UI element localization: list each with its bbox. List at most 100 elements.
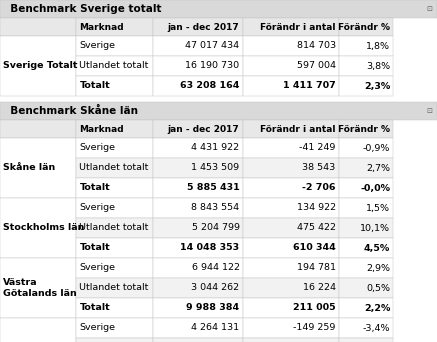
Bar	[76, 218, 153, 238]
Bar	[243, 258, 339, 278]
Text: 2,3%: 2,3%	[364, 81, 390, 91]
Bar	[339, 36, 393, 56]
Bar	[76, 158, 153, 178]
Text: 38 543: 38 543	[302, 163, 336, 172]
Text: Sverige: Sverige	[80, 41, 115, 51]
Bar	[76, 198, 153, 218]
Bar	[339, 318, 393, 338]
Bar	[153, 258, 243, 278]
Text: Totalt: Totalt	[80, 81, 110, 91]
Bar	[76, 338, 153, 342]
Text: Sverige Totalt: Sverige Totalt	[3, 62, 77, 70]
Bar	[339, 298, 393, 318]
Text: Utlandet totalt: Utlandet totalt	[80, 224, 149, 233]
Bar	[243, 120, 339, 138]
Bar	[243, 238, 339, 258]
Text: 8 843 554: 8 843 554	[191, 203, 239, 212]
Bar	[153, 298, 243, 318]
Bar	[339, 76, 393, 96]
Bar	[153, 238, 243, 258]
Bar	[76, 76, 153, 96]
Bar	[153, 278, 243, 298]
Bar	[0, 138, 76, 198]
Bar	[153, 36, 243, 56]
Bar	[76, 120, 153, 138]
Bar	[76, 258, 153, 278]
Text: Utlandet totalt: Utlandet totalt	[80, 163, 149, 172]
Bar	[339, 238, 393, 258]
Text: 1,5%: 1,5%	[366, 203, 390, 212]
Text: 16 224: 16 224	[303, 284, 336, 292]
Bar	[339, 56, 393, 76]
Bar	[153, 158, 243, 178]
Bar	[0, 0, 437, 18]
Text: 194 781: 194 781	[297, 263, 336, 273]
Text: Marknad: Marknad	[80, 124, 124, 133]
Bar	[0, 36, 76, 96]
Bar	[153, 18, 243, 36]
Bar	[339, 18, 393, 36]
Text: Förändr i antal: Förändr i antal	[260, 23, 336, 31]
Text: 610 344: 610 344	[293, 244, 336, 252]
Bar	[76, 178, 153, 198]
Bar	[339, 258, 393, 278]
Text: Stockholms län: Stockholms län	[3, 224, 84, 233]
Text: 0,5%: 0,5%	[366, 284, 390, 292]
Text: ⊡: ⊡	[426, 108, 432, 114]
Bar	[153, 198, 243, 218]
Bar	[243, 198, 339, 218]
Text: 4 431 922: 4 431 922	[191, 144, 239, 153]
Bar	[153, 120, 243, 138]
Text: -2 706: -2 706	[302, 184, 336, 193]
Bar	[243, 298, 339, 318]
Bar	[339, 178, 393, 198]
Bar	[76, 18, 153, 36]
Bar	[243, 138, 339, 158]
Text: 63 208 164: 63 208 164	[180, 81, 239, 91]
Bar	[243, 178, 339, 198]
Text: Sverige: Sverige	[80, 203, 115, 212]
Text: Utlandet totalt: Utlandet totalt	[80, 62, 149, 70]
Text: -149 259: -149 259	[293, 324, 336, 332]
Text: 134 922: 134 922	[297, 203, 336, 212]
Bar	[243, 56, 339, 76]
Bar	[153, 56, 243, 76]
Bar	[153, 318, 243, 338]
Text: -41 249: -41 249	[299, 144, 336, 153]
Text: 1 411 707: 1 411 707	[283, 81, 336, 91]
Bar	[243, 338, 339, 342]
Text: 5 885 431: 5 885 431	[187, 184, 239, 193]
Text: 9 988 384: 9 988 384	[187, 303, 239, 313]
Text: 4 264 131: 4 264 131	[191, 324, 239, 332]
Bar	[153, 178, 243, 198]
Text: Sverige: Sverige	[80, 324, 115, 332]
Bar	[76, 138, 153, 158]
Bar	[76, 56, 153, 76]
Text: 47 017 434: 47 017 434	[185, 41, 239, 51]
Text: 16 190 730: 16 190 730	[185, 62, 239, 70]
Text: Förändr %: Förändr %	[338, 23, 390, 31]
Text: 14 048 353: 14 048 353	[180, 244, 239, 252]
Bar	[339, 138, 393, 158]
Text: jan - dec 2017: jan - dec 2017	[168, 23, 239, 31]
Bar	[243, 18, 339, 36]
Text: Förändr i antal: Förändr i antal	[260, 124, 336, 133]
Text: Sverige: Sverige	[80, 144, 115, 153]
Bar	[153, 138, 243, 158]
Bar	[243, 278, 339, 298]
Bar	[243, 36, 339, 56]
Text: Totalt: Totalt	[80, 303, 110, 313]
Bar	[339, 338, 393, 342]
Text: 2,9%: 2,9%	[366, 263, 390, 273]
Text: 2,2%: 2,2%	[364, 303, 390, 313]
Text: Marknad: Marknad	[80, 23, 124, 31]
Bar	[76, 238, 153, 258]
Text: Skåne län: Skåne län	[3, 163, 55, 172]
Bar	[0, 318, 76, 342]
Text: 211 005: 211 005	[293, 303, 336, 313]
Text: -0,0%: -0,0%	[360, 184, 390, 193]
Text: 475 422: 475 422	[297, 224, 336, 233]
Bar	[0, 18, 76, 36]
Text: Totalt: Totalt	[80, 244, 110, 252]
Text: Benchmark Sverige totalt: Benchmark Sverige totalt	[3, 4, 162, 14]
